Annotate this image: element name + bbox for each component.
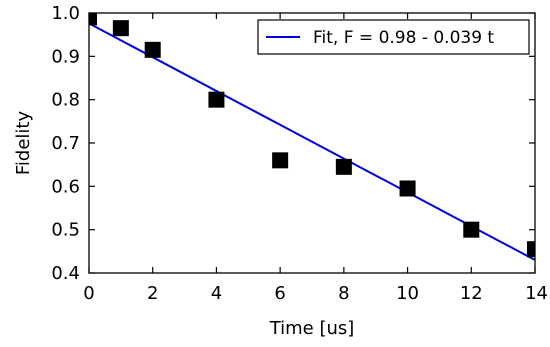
x-tick-label: 4 (211, 283, 222, 304)
tick-layer: 0 2 4 6 8 10 12 14 0.4 0.5 0.6 0.7 0.8 0.9 1.0 (51, 3, 548, 304)
y-tick-label: 0.9 (51, 46, 80, 67)
data-point-marker (89, 13, 97, 26)
legend: Fit, F = 0.98 - 0.039 t (257, 19, 530, 55)
data-point-marker (463, 221, 480, 238)
data-point-marker (112, 20, 129, 37)
data-point-marker (144, 41, 161, 58)
data-point-marker (399, 180, 416, 197)
data-point-marker (335, 158, 352, 175)
x-axis-label: Time [us] (269, 318, 355, 339)
x-tick-label: 10 (396, 283, 419, 304)
data-layer (89, 13, 535, 261)
y-tick-label: 0.4 (51, 263, 80, 284)
data-point-marker (527, 241, 535, 258)
x-tick-label: 6 (274, 283, 285, 304)
x-tick-label: 12 (460, 283, 483, 304)
fit-line (89, 22, 535, 261)
data-point-marker (272, 152, 289, 169)
legend-entry-fit: Fit, F = 0.98 - 0.039 t (313, 28, 494, 48)
y-tick-label: 0.7 (51, 133, 80, 154)
y-tick-label: 0.6 (51, 176, 80, 197)
y-axis-label: Fidelity (13, 111, 34, 176)
data-point-marker (208, 91, 225, 108)
y-tick-label: 1.0 (51, 3, 80, 24)
x-tick-label: 8 (338, 283, 349, 304)
x-tick-label: 2 (147, 283, 158, 304)
x-tick-label: 0 (83, 283, 94, 304)
legend-box (257, 19, 530, 55)
y-tick-label: 0.8 (51, 90, 80, 111)
x-tick-label: 14 (525, 283, 548, 304)
y-tick-label: 0.5 (51, 220, 80, 241)
